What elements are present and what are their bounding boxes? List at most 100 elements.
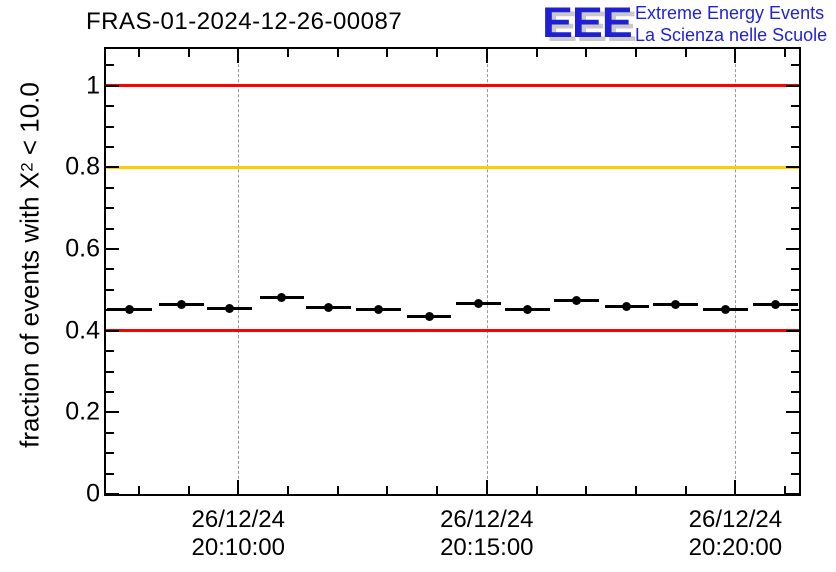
y-minor-tick	[106, 431, 114, 434]
eee-logo-subtitle-1: Extreme Energy Events	[635, 3, 825, 23]
x-minor-tick	[187, 486, 190, 494]
y-minor-tick	[106, 472, 114, 475]
x-minor-tick-top	[137, 49, 140, 57]
x-minor-tick-top	[336, 49, 339, 57]
y-tick-label: 0.8	[65, 152, 100, 181]
y-major-tick	[106, 411, 119, 414]
y-minor-tick-right	[791, 288, 799, 291]
x-minor-tick-top	[784, 49, 787, 57]
y-minor-tick-right	[791, 145, 799, 148]
y-minor-tick	[106, 370, 114, 373]
y-minor-tick-right	[791, 350, 799, 353]
data-point-marker	[125, 304, 135, 314]
x-minor-tick	[286, 486, 289, 494]
y-minor-tick-right	[791, 431, 799, 434]
y-major-tick-right	[786, 493, 799, 495]
x-minor-tick-top	[535, 49, 538, 57]
plot-frame: 0 0.2 0.4 0.6 0.8 1 26/12/24 20:10:00 26/12/24 20…	[65, 47, 801, 561]
x-minor-tick-top	[386, 49, 389, 57]
y-major-tick-right	[786, 329, 799, 332]
reference-line	[106, 84, 799, 88]
vertical-gridline	[238, 49, 240, 494]
y-major-tick-right	[786, 248, 799, 251]
y-minor-tick-right	[791, 64, 799, 67]
x-tick-label-date: 26/12/24	[688, 506, 783, 533]
x-major-tick-top	[485, 49, 488, 63]
y-minor-tick-right	[791, 309, 799, 312]
y-tick-label: 0	[86, 479, 100, 508]
y-axis-title: fraction of events with X2 < 10.0	[15, 82, 46, 448]
x-major-tick-top	[237, 49, 240, 63]
x-minor-tick-top	[436, 49, 439, 57]
reference-line	[106, 165, 799, 169]
y-minor-tick	[106, 288, 114, 291]
eee-logo: EEE Extreme Energy Events La Scienza nel…	[540, 0, 836, 50]
y-major-tick-right	[786, 84, 799, 87]
data-point-marker	[424, 312, 434, 322]
x-minor-tick-top	[187, 49, 190, 57]
y-major-tick	[106, 84, 119, 87]
y-minor-tick-right	[791, 227, 799, 230]
vertical-gridline	[735, 49, 737, 494]
y-minor-tick	[106, 452, 114, 455]
x-minor-tick-top	[585, 49, 588, 57]
data-point-marker	[474, 299, 484, 309]
y-minor-tick	[106, 64, 114, 67]
y-minor-tick	[106, 186, 114, 189]
eee-logo-acronym: EEE	[542, 0, 633, 47]
x-minor-tick	[684, 486, 687, 494]
y-tick-label: 1	[86, 71, 100, 100]
data-point-marker	[177, 300, 187, 310]
y-minor-tick	[106, 227, 114, 230]
x-tick-label-time: 20:20:00	[688, 534, 783, 561]
x-minor-tick	[634, 486, 637, 494]
eee-logo-subtitle-2: La Scienza nelle Scuole	[635, 25, 828, 45]
y-minor-tick-right	[791, 390, 799, 393]
data-point-marker	[373, 304, 383, 314]
y-axis-title-text: fraction of events with X	[14, 171, 45, 448]
x-minor-tick-top	[286, 49, 289, 57]
y-minor-tick-right	[791, 452, 799, 455]
y-minor-tick	[106, 207, 114, 210]
x-major-tick	[734, 480, 737, 494]
x-minor-tick	[436, 486, 439, 494]
x-minor-tick	[535, 486, 538, 494]
y-tick-label: 0.6	[65, 234, 100, 263]
y-major-tick	[106, 166, 119, 169]
y-minor-tick	[106, 105, 114, 108]
x-tick-label: 26/12/24 20:20:00	[689, 506, 782, 562]
x-tick-label-date: 26/12/24	[191, 506, 285, 533]
data-point-marker	[622, 301, 632, 311]
data-point-marker	[720, 305, 730, 315]
y-tick-label: 0.4	[65, 316, 100, 345]
x-minor-tick	[585, 486, 588, 494]
y-minor-tick-right	[791, 125, 799, 128]
y-minor-tick	[106, 350, 114, 353]
y-minor-tick-right	[791, 105, 799, 108]
x-major-tick	[485, 480, 488, 494]
y-minor-tick	[106, 125, 114, 128]
chart-title: FRAS-01-2024-12-26-00087	[86, 8, 403, 35]
y-minor-tick-right	[791, 186, 799, 189]
x-minor-tick	[336, 486, 339, 494]
y-major-tick	[106, 493, 119, 495]
y-minor-tick	[106, 145, 114, 148]
x-tick-label-date: 26/12/24	[440, 506, 534, 533]
y-major-tick-right	[786, 166, 799, 169]
x-major-tick	[237, 480, 240, 494]
x-tick-label: 26/12/24 20:10:00	[192, 506, 285, 562]
data-point-marker	[571, 295, 581, 305]
x-minor-tick	[137, 486, 140, 494]
data-point-marker	[523, 304, 533, 314]
x-major-tick-top	[734, 49, 737, 63]
x-tick-label-time: 20:10:00	[191, 534, 285, 561]
reference-line	[106, 329, 799, 333]
y-axis-title-superscript: 2	[17, 162, 37, 172]
data-point-marker	[277, 292, 287, 302]
y-axis-title-suffix: < 10.0	[14, 82, 45, 163]
x-tick-label-time: 20:15:00	[440, 534, 534, 561]
x-minor-tick	[784, 486, 787, 494]
x-tick-label: 26/12/24 20:15:00	[440, 506, 533, 562]
y-major-tick-right	[786, 411, 799, 414]
